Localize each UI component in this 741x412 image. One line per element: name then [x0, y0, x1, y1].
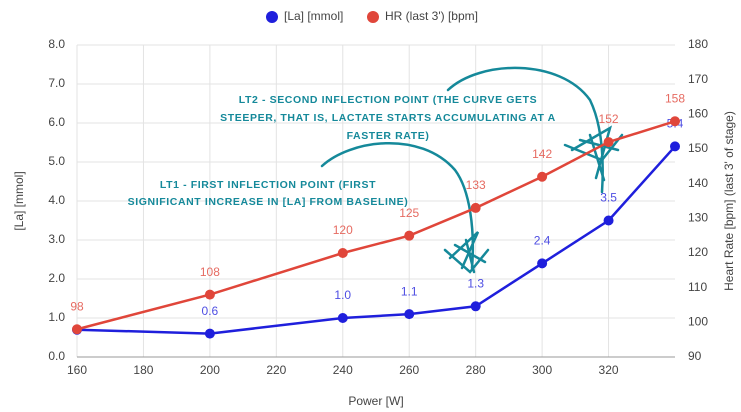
x-tick-label: 320 — [599, 363, 619, 377]
y-tick-label: 6.0 — [48, 115, 65, 129]
data-point — [604, 216, 614, 226]
data-label: 1.1 — [401, 284, 418, 298]
data-label: 98 — [70, 299, 84, 313]
x-tick-label: 180 — [133, 363, 153, 377]
y2-tick-label: 110 — [688, 280, 707, 294]
data-label: 3.5 — [600, 191, 617, 205]
data-point — [537, 258, 547, 268]
y-tick-label: 3.0 — [48, 232, 65, 246]
data-point — [670, 141, 680, 151]
y-tick-label: 7.0 — [48, 76, 65, 90]
annotation: FASTER RATE) — [347, 130, 430, 142]
data-label: 2.4 — [534, 234, 551, 248]
y2-tick-label: 120 — [688, 245, 708, 259]
annotation: SIGNIFICANT INCREASE IN [LA] FROM BASELI… — [128, 196, 409, 208]
data-point — [604, 137, 614, 147]
y2-tick-label: 160 — [688, 107, 708, 121]
y2-tick-label: 180 — [688, 37, 708, 51]
x-axis-title: Power [W] — [348, 394, 403, 408]
x-tick-label: 260 — [399, 363, 419, 377]
x-tick-label: 200 — [200, 363, 220, 377]
data-point — [338, 248, 348, 258]
data-point — [205, 290, 215, 300]
y2-tick-label: 170 — [688, 72, 708, 86]
legend-marker — [266, 11, 278, 23]
y2-axis-title: Heart Rate [bpm] (last 3' of stage) — [722, 111, 736, 291]
data-label: 0.6 — [202, 304, 219, 318]
x-tick-label: 240 — [333, 363, 353, 377]
arrow — [448, 68, 603, 192]
x-tick-label: 280 — [466, 363, 486, 377]
data-point — [670, 116, 680, 126]
y2-tick-label: 140 — [688, 176, 708, 190]
y-tick-label: 0.0 — [48, 349, 65, 363]
data-label: 133 — [466, 178, 486, 192]
data-point — [72, 324, 82, 334]
annotation: LT2 - SECOND INFLECTION POINT (THE CURVE… — [239, 94, 537, 106]
x-tick-label: 160 — [67, 363, 87, 377]
y2-tick-label: 150 — [688, 141, 708, 155]
data-point — [471, 301, 481, 311]
legend-marker — [367, 11, 379, 23]
annotation: STEEPER, THAT IS, LACTATE STARTS ACCUMUL… — [220, 112, 556, 124]
data-point — [338, 313, 348, 323]
y-tick-label: 5.0 — [48, 154, 65, 168]
data-label: 152 — [599, 112, 619, 126]
data-point — [471, 203, 481, 213]
y-tick-label: 1.0 — [48, 310, 65, 324]
data-point — [404, 309, 414, 319]
data-label: 158 — [665, 91, 685, 105]
data-label: 142 — [532, 147, 552, 161]
data-label: 125 — [399, 206, 419, 220]
y2-tick-label: 130 — [688, 211, 708, 225]
x-tick-label: 220 — [266, 363, 286, 377]
chart: Power [W] [La] [mmol] Heart Rate [bpm] (… — [0, 0, 741, 412]
y-tick-label: 4.0 — [48, 193, 65, 207]
data-label: 108 — [200, 265, 220, 279]
x-tick-label: 300 — [532, 363, 552, 377]
y2-tick-label: 90 — [688, 349, 702, 363]
y2-tick-label: 100 — [688, 315, 708, 329]
legend-label: [La] [mmol] — [284, 9, 343, 23]
data-label: 1.3 — [467, 276, 484, 290]
data-point — [404, 231, 414, 241]
legend-label: HR (last 3') [bpm] — [385, 9, 478, 23]
data-label: 120 — [333, 223, 353, 237]
y-tick-label: 8.0 — [48, 37, 65, 51]
arrow-head — [565, 128, 622, 180]
data-label: 1.0 — [334, 288, 351, 302]
data-point — [205, 329, 215, 339]
y-axis-title: [La] [mmol] — [12, 171, 26, 230]
data-point — [537, 172, 547, 182]
annotation: LT1 - FIRST INFLECTION POINT (FIRST — [160, 179, 376, 191]
y-tick-label: 2.0 — [48, 271, 65, 285]
arrow-head — [445, 232, 488, 272]
